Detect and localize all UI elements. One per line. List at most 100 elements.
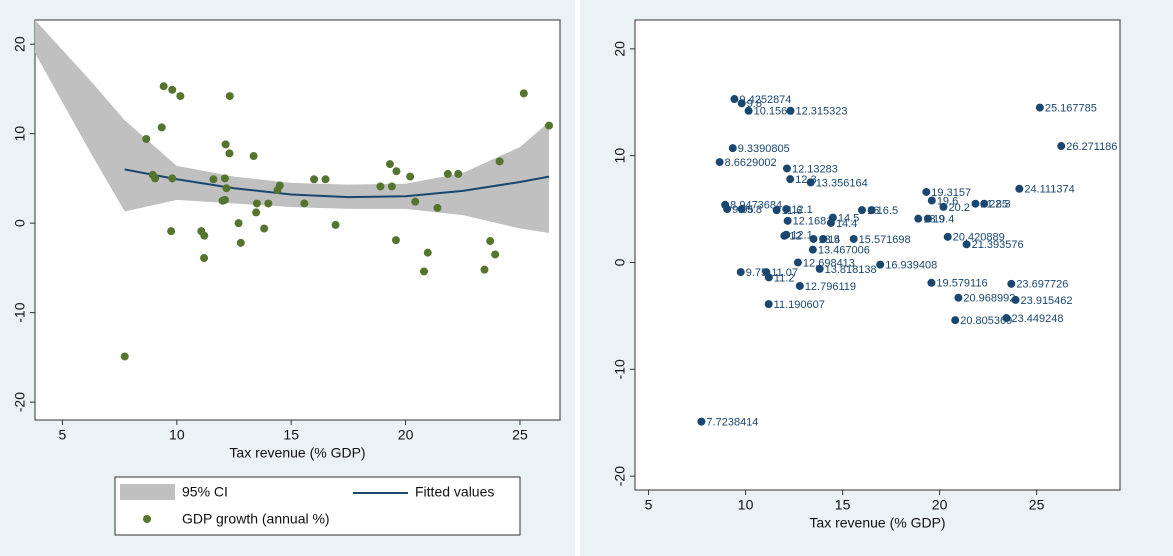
legend-label: Fitted values: [415, 484, 494, 500]
point: [151, 174, 160, 183]
point: [826, 218, 835, 227]
point-label: 12.1: [791, 230, 812, 242]
point-label: 23.449248: [1011, 313, 1063, 325]
point-label: 7.7238414: [706, 417, 758, 429]
point: [260, 224, 269, 233]
point: [922, 187, 931, 196]
legend-label: GDP growth (annual %): [182, 511, 330, 527]
point: [737, 99, 746, 108]
point: [1057, 142, 1066, 151]
point-label: 11.190607: [774, 299, 825, 311]
point: [786, 106, 795, 115]
y-tick-label: 10: [12, 126, 28, 142]
point: [225, 92, 234, 101]
point: [782, 205, 791, 214]
x-tick-label: 15: [283, 427, 299, 443]
point-label: 8.6629002: [725, 157, 777, 169]
point: [736, 268, 745, 277]
point-label: 9.75: [746, 267, 767, 279]
point: [120, 352, 129, 361]
legend-label: 95% CI: [182, 484, 228, 500]
point: [808, 245, 817, 254]
point-label: 19.3157: [931, 187, 971, 199]
point-label: 12.315323: [795, 106, 847, 118]
point-label: 15.571698: [859, 234, 911, 246]
point: [764, 273, 773, 282]
point: [222, 184, 231, 193]
point: [764, 300, 773, 309]
point: [252, 208, 261, 217]
y-tick-label: 0: [12, 219, 28, 227]
point-label: 12.1681: [793, 216, 833, 228]
point-label: 20.805369: [960, 315, 1012, 327]
point-label: 9.8: [747, 204, 762, 216]
x-tick-label: 25: [1029, 497, 1045, 513]
point: [200, 231, 209, 240]
legend-swatch: [143, 515, 151, 523]
point: [420, 267, 429, 276]
x-tick-label: 20: [398, 427, 414, 443]
point-label: 9.8: [747, 98, 762, 110]
point: [954, 293, 963, 302]
point-label: 12.1: [791, 204, 812, 216]
point: [443, 169, 452, 178]
point-label: 12: [789, 231, 801, 243]
plot-area: [34, 19, 561, 421]
point-label: 12.698413: [803, 257, 855, 269]
point: [1002, 314, 1011, 323]
point: [857, 206, 866, 215]
y-tick-label: 20: [612, 41, 628, 57]
point-label: 16.5: [877, 205, 898, 217]
point: [815, 264, 824, 273]
point: [486, 237, 495, 246]
point-label: 13.818138: [825, 264, 877, 276]
point: [545, 121, 554, 130]
point: [391, 236, 400, 245]
point: [234, 219, 243, 228]
x-tick-label: 25: [512, 427, 528, 443]
point-label: 9.4252874: [739, 94, 791, 106]
point: [744, 106, 753, 115]
x-tick-label: 15: [835, 497, 851, 513]
legend-swatch: [120, 484, 175, 500]
legend-box: [114, 476, 521, 536]
point: [943, 232, 952, 241]
point-label: 23.915462: [1021, 295, 1073, 307]
point: [142, 135, 151, 144]
point: [176, 92, 185, 101]
point: [867, 206, 876, 215]
x-tick-label: 10: [169, 427, 185, 443]
y-tick-label: 10: [612, 148, 628, 164]
point: [225, 149, 234, 158]
x-tick-label: 10: [738, 497, 754, 513]
y-tick-label: 0: [612, 258, 628, 266]
point: [159, 82, 168, 91]
x-tick-label: 20: [932, 497, 948, 513]
point: [273, 186, 282, 195]
point: [786, 175, 795, 184]
point-label: 13.467006: [818, 245, 870, 257]
point-label: 20.968992: [963, 293, 1015, 305]
plot-area: [634, 19, 1121, 491]
point: [927, 278, 936, 287]
y-tick-label: -10: [612, 359, 628, 379]
point-label: 20.2: [948, 202, 969, 214]
point: [331, 220, 340, 229]
point: [392, 167, 401, 176]
point: [321, 175, 330, 184]
point: [252, 199, 261, 208]
point-label: 19.579116: [936, 278, 987, 290]
point: [406, 172, 415, 181]
point: [495, 157, 504, 166]
point: [715, 158, 724, 167]
point-label: 26.271186: [1066, 141, 1117, 153]
point: [519, 89, 528, 98]
point: [980, 199, 989, 208]
point: [772, 206, 781, 215]
point: [927, 196, 936, 205]
point: [1011, 295, 1020, 304]
point: [209, 175, 218, 184]
point: [782, 230, 791, 239]
point: [249, 152, 258, 161]
point: [914, 214, 923, 223]
